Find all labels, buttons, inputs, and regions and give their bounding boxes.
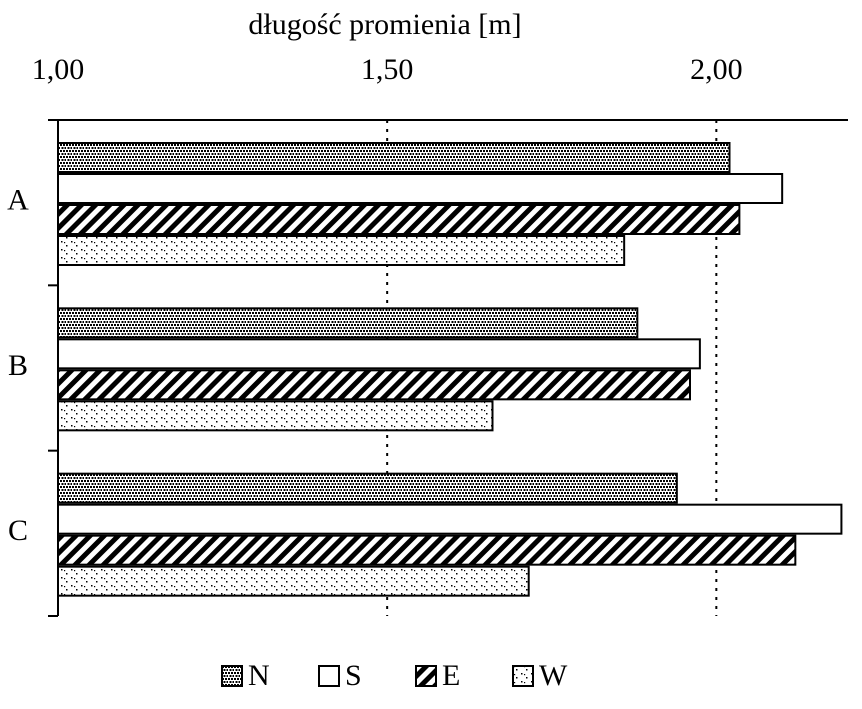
x-tick-label: 1,00 (32, 53, 85, 86)
bar (57, 173, 784, 204)
bar (57, 338, 701, 370)
bar (57, 307, 639, 339)
legend-label: N (248, 659, 270, 692)
bar (57, 503, 843, 535)
legend-swatch (221, 665, 243, 687)
bar (57, 472, 678, 504)
bar (57, 400, 494, 432)
y-tick-label: C (8, 514, 28, 547)
bar (57, 565, 530, 597)
bar (57, 204, 741, 235)
legend-label: E (442, 659, 460, 692)
x-tick-label: 2,00 (690, 53, 743, 86)
bar (57, 235, 626, 266)
legend-label: S (345, 659, 362, 692)
bar (57, 142, 731, 173)
bar (57, 534, 797, 566)
y-tick-label: B (8, 349, 28, 382)
legend-swatch (512, 665, 534, 687)
legend-swatch (415, 665, 437, 687)
x-tick-label: 1,50 (361, 53, 414, 86)
bar (57, 369, 691, 401)
axis-title: długość promienia [m] (248, 8, 521, 41)
legend-swatch (318, 665, 340, 687)
y-tick-label: A (7, 184, 29, 217)
legend-label: W (539, 659, 568, 692)
